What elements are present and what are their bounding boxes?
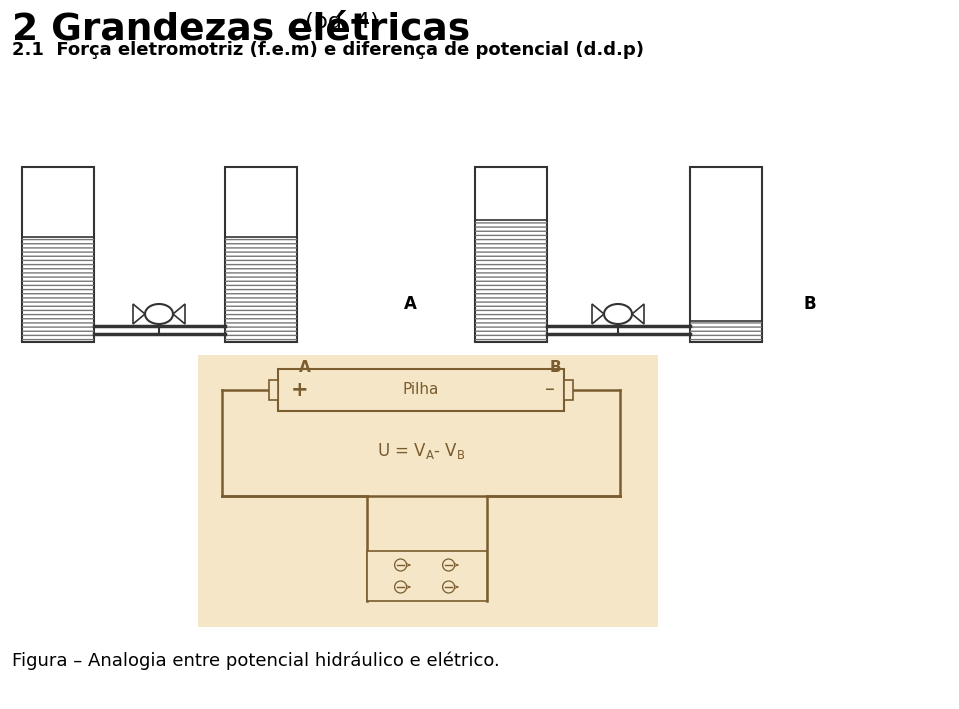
- Bar: [475, 220, 547, 342]
- Bar: [690, 167, 762, 342]
- Text: 2 Grandezas elétricas: 2 Grandezas elétricas: [12, 12, 470, 48]
- Polygon shape: [632, 304, 644, 324]
- Text: B: B: [804, 295, 816, 313]
- Bar: [690, 321, 762, 342]
- Circle shape: [394, 559, 407, 571]
- Text: +: +: [292, 380, 309, 400]
- Text: U = V$_\mathregular{A}$- V$_\mathregular{B}$: U = V$_\mathregular{A}$- V$_\mathregular…: [377, 441, 465, 461]
- Bar: [225, 167, 297, 342]
- Bar: [564, 380, 573, 400]
- Ellipse shape: [145, 304, 173, 324]
- Polygon shape: [592, 304, 604, 324]
- Circle shape: [394, 581, 407, 593]
- Bar: [475, 167, 547, 342]
- Bar: [198, 355, 658, 627]
- Circle shape: [443, 581, 455, 593]
- Text: –: –: [545, 381, 555, 399]
- Text: (pg. 4): (pg. 4): [298, 12, 379, 32]
- Text: A: A: [404, 295, 416, 313]
- Text: Pilha: Pilha: [403, 382, 439, 398]
- Text: A: A: [299, 359, 311, 374]
- Bar: [278, 369, 564, 411]
- Bar: [22, 237, 94, 342]
- Bar: [367, 551, 487, 601]
- Text: 2.1  Força eletromotriz (f.e.m) e diferença de potencial (d.d.p): 2.1 Força eletromotriz (f.e.m) e diferen…: [12, 41, 644, 59]
- Bar: [225, 237, 297, 342]
- Polygon shape: [173, 304, 185, 324]
- Bar: [22, 167, 94, 342]
- Bar: [269, 380, 278, 400]
- Circle shape: [443, 559, 455, 571]
- Ellipse shape: [604, 304, 632, 324]
- Text: Figura – Analogia entre potencial hidráulico e elétrico.: Figura – Analogia entre potencial hidráu…: [12, 652, 500, 670]
- Polygon shape: [133, 304, 145, 324]
- Text: B: B: [550, 359, 561, 374]
